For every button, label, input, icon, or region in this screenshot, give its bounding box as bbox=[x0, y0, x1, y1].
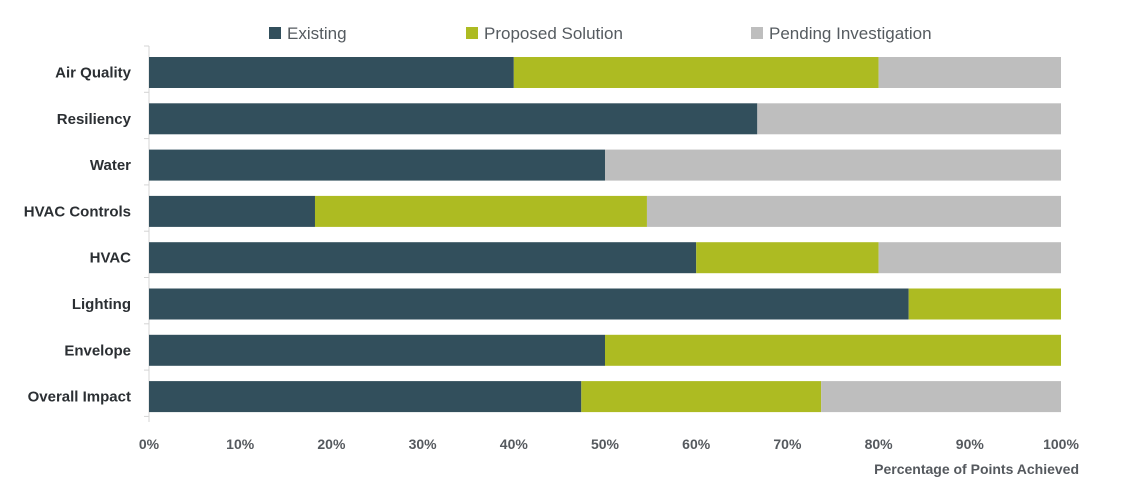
bar-air-quality-proposed-solution bbox=[513, 57, 879, 88]
bar-air-quality-existing bbox=[149, 57, 514, 88]
bars bbox=[149, 57, 1061, 413]
bar-air-quality-pending-investigation bbox=[878, 57, 1061, 88]
x-tick-label: 60% bbox=[682, 436, 711, 452]
x-tick-label: 90% bbox=[956, 436, 985, 452]
x-tick-label: 100% bbox=[1043, 436, 1079, 452]
x-tick-label: 80% bbox=[865, 436, 894, 452]
category-label-overall-impact: Overall Impact bbox=[28, 389, 131, 406]
bar-hvac-existing bbox=[149, 242, 697, 274]
x-tick-label: 70% bbox=[773, 436, 802, 452]
bar-overall-impact-proposed-solution bbox=[581, 381, 822, 413]
category-label-water: Water bbox=[90, 157, 131, 174]
bar-lighting-proposed-solution bbox=[908, 288, 1061, 320]
category-labels: Air Quality Resiliency Water HVAC Controls H… bbox=[24, 65, 132, 406]
axis bbox=[144, 45, 150, 422]
bar-resiliency-pending-investigation bbox=[757, 103, 1061, 135]
bar-water-pending-investigation bbox=[605, 149, 1061, 181]
x-tick-label: 50% bbox=[591, 436, 620, 452]
bar-water-existing bbox=[149, 149, 605, 181]
x-tick-label: 0% bbox=[139, 436, 160, 452]
category-label-envelope: Envelope bbox=[64, 342, 131, 359]
legend: Existing Proposed Solution Pending Investi… bbox=[269, 24, 932, 43]
x-tick-label: 40% bbox=[500, 436, 529, 452]
x-tick-label: 30% bbox=[409, 436, 438, 452]
legend-label-proposed-solution: Proposed Solution bbox=[484, 24, 623, 43]
bar-overall-impact-existing bbox=[149, 381, 582, 413]
legend-swatch-pending-investigation bbox=[751, 27, 763, 39]
category-label-hvac: HVAC bbox=[90, 250, 132, 267]
bar-overall-impact-pending-investigation bbox=[821, 381, 1061, 413]
x-axis-title: Percentage of Points Achieved bbox=[874, 461, 1079, 477]
x-tick-labels: 0% 10% 20% 30% 40% 50% 60% 70% 80% 90% 100% bbox=[139, 436, 1080, 452]
bar-envelope-proposed-solution bbox=[605, 334, 1061, 366]
legend-label-pending-investigation: Pending Investigation bbox=[769, 24, 932, 43]
category-label-hvac-controls: HVAC Controls bbox=[24, 203, 131, 220]
bar-resiliency-existing bbox=[149, 103, 758, 135]
x-tick-label: 10% bbox=[226, 436, 255, 452]
bar-lighting-existing bbox=[149, 288, 909, 320]
x-tick-label: 20% bbox=[317, 436, 346, 452]
bar-hvac-controls-pending-investigation bbox=[646, 195, 1061, 227]
category-label-resiliency: Resiliency bbox=[57, 111, 132, 128]
bar-hvac-controls-existing bbox=[149, 195, 315, 227]
category-label-lighting: Lighting bbox=[72, 296, 131, 313]
bar-hvac-controls-proposed-solution bbox=[314, 195, 647, 227]
legend-swatch-existing bbox=[269, 27, 281, 39]
bar-hvac-proposed-solution bbox=[696, 242, 879, 274]
category-label-air-quality: Air Quality bbox=[55, 65, 132, 82]
legend-swatch-proposed-solution bbox=[466, 27, 478, 39]
bar-hvac-pending-investigation bbox=[878, 242, 1061, 274]
bar-envelope-existing bbox=[149, 334, 605, 366]
legend-label-existing: Existing bbox=[287, 24, 347, 43]
